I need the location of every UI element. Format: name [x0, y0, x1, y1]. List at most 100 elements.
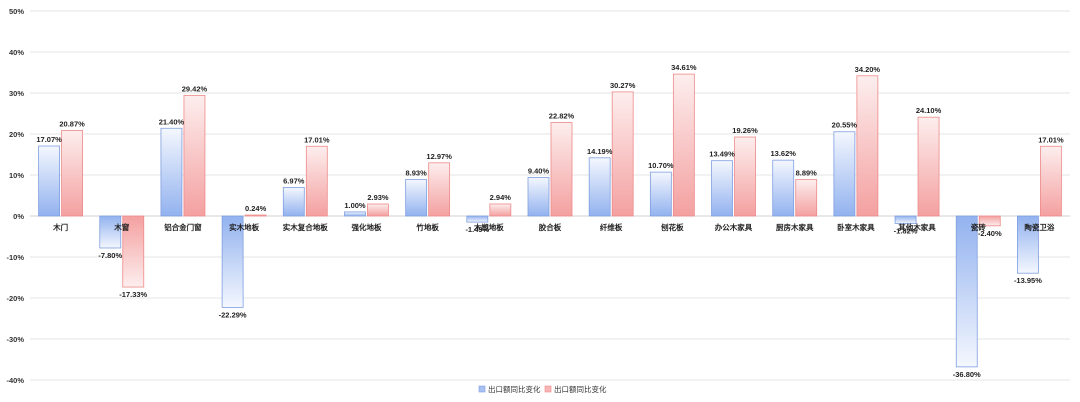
bar-series-2 — [978, 215, 1001, 227]
category-label: 实木复合地板 — [283, 222, 328, 232]
bar-series-1 — [894, 215, 917, 224]
legend-swatch-series-1 — [478, 385, 486, 393]
data-label: 17.01% — [1038, 135, 1064, 144]
data-label: -1.82% — [894, 226, 918, 235]
bar-series-2 — [917, 116, 940, 217]
category-label: 铝合金门窗 — [164, 222, 202, 232]
y-tick-label: 0% — [13, 212, 24, 221]
bar-series-1 — [282, 187, 305, 217]
bar-series-1 — [527, 177, 550, 217]
legend-label-series-2: 出口额同比变化 — [554, 384, 607, 394]
category-label: 刨花板 — [660, 222, 684, 232]
bar-series-2 — [611, 91, 634, 217]
data-label: 12.97% — [426, 152, 452, 161]
bar-series-1 — [649, 171, 672, 217]
data-label: 8.89% — [796, 169, 818, 178]
category-label: 瓷砖 — [971, 222, 986, 232]
y-tick-label: -10% — [6, 253, 24, 262]
bar-series-1 — [588, 157, 611, 217]
data-label: -1.49% — [465, 225, 489, 234]
bar-series-1 — [466, 215, 489, 223]
data-label: 2.94% — [490, 193, 512, 202]
data-label: 29.42% — [182, 84, 208, 93]
bar-series-2 — [734, 136, 756, 217]
bar-series-2 — [305, 145, 328, 217]
bar-series-2 — [489, 203, 512, 217]
data-label: -36.80% — [953, 370, 981, 379]
data-label: 13.49% — [709, 150, 735, 159]
data-label: 13.62% — [770, 149, 796, 158]
data-label: 34.61% — [671, 63, 697, 72]
y-tick-label: 20% — [9, 130, 24, 139]
bar-series-2 — [1040, 145, 1062, 217]
bar-series-1 — [833, 131, 856, 217]
category-label: 强化地板 — [351, 222, 381, 232]
category-label: 木塑地板 — [473, 222, 504, 232]
data-label: 14.19% — [587, 147, 613, 156]
data-label: 20.87% — [59, 119, 85, 128]
data-label: -2.40% — [978, 229, 1002, 238]
bar-series-1 — [1017, 215, 1039, 274]
bars — [38, 73, 1062, 368]
data-label: 6.97% — [283, 176, 305, 185]
bar-series-1 — [344, 211, 366, 217]
bar-series-1 — [221, 215, 244, 308]
bar-series-2 — [856, 75, 879, 217]
bar-series-2 — [244, 214, 267, 217]
category-label: 木门 — [52, 222, 68, 232]
data-label: 17.01% — [304, 135, 330, 144]
data-labels: 17.07% 20.87% -7.80% -17.33% 21.40% 29.42% -22… — [36, 63, 1064, 379]
y-tick-label: -20% — [6, 294, 24, 303]
x-axis-categories: 木门 木窗 铝合金门窗 实木地板 实木复合地板 强化地板 竹地板 木塑地板 胶合板 纤维板 刨花板 办… — [52, 222, 1055, 232]
bar-series-1 — [99, 215, 122, 249]
data-label: 24.10% — [916, 106, 942, 115]
bar-series-1 — [38, 145, 60, 217]
category-label: 实木地板 — [229, 222, 259, 232]
bar-series-2 — [550, 122, 573, 217]
y-axis: 50% 40% 30% 20% 10% 0% -10% -20% -30% -40% — [6, 7, 24, 385]
bar-series-1 — [772, 159, 795, 217]
bar-series-2 — [183, 94, 206, 217]
category-label: 木窗 — [113, 222, 129, 232]
data-label: 1.00% — [344, 201, 366, 210]
y-tick-label: -30% — [6, 335, 24, 344]
legend-label-series-1: 出口额同比变化 — [488, 384, 541, 394]
data-label: 34.20% — [855, 65, 881, 74]
data-label: 0.24% — [245, 204, 267, 213]
bar-series-1 — [711, 160, 733, 217]
data-label: 30.27% — [610, 81, 636, 90]
category-label: 其他木家具 — [898, 222, 936, 232]
bar-series-2 — [122, 215, 145, 288]
y-tick-label: -40% — [6, 376, 24, 385]
data-label: 9.40% — [528, 166, 550, 175]
bar-series-2 — [61, 130, 83, 217]
data-label: -7.80% — [98, 251, 122, 260]
data-label: 10.70% — [648, 161, 674, 170]
data-label: 19.26% — [732, 126, 758, 135]
data-label: 20.55% — [832, 121, 858, 130]
y-tick-label: 50% — [9, 7, 24, 16]
y-tick-label: 30% — [9, 89, 24, 98]
category-label: 胶合板 — [539, 222, 562, 232]
data-label: -13.95% — [1014, 276, 1042, 285]
data-label: 8.93% — [406, 168, 428, 177]
category-label: 厨房木家具 — [776, 222, 814, 232]
bar-series-2 — [795, 179, 818, 217]
data-label: 21.40% — [159, 117, 185, 126]
legend: 出口额同比变化 出口额同比变化 — [478, 384, 607, 394]
category-label: 纤维板 — [600, 222, 623, 232]
bar-series-2 — [367, 203, 389, 217]
data-label: -17.33% — [119, 290, 147, 299]
data-label: -22.29% — [219, 310, 247, 319]
legend-swatch-series-2 — [544, 385, 552, 393]
bar-series-2 — [672, 73, 695, 217]
data-label: 17.07% — [36, 135, 62, 144]
bar-series-2 — [428, 162, 451, 217]
bar-series-1 — [160, 127, 183, 217]
category-label: 办公木家具 — [715, 222, 753, 232]
category-label: 竹地板 — [415, 222, 439, 232]
data-label: 22.82% — [549, 111, 575, 120]
bar-series-1 — [405, 178, 428, 217]
category-label: 陶瓷卫浴 — [1024, 222, 1054, 232]
